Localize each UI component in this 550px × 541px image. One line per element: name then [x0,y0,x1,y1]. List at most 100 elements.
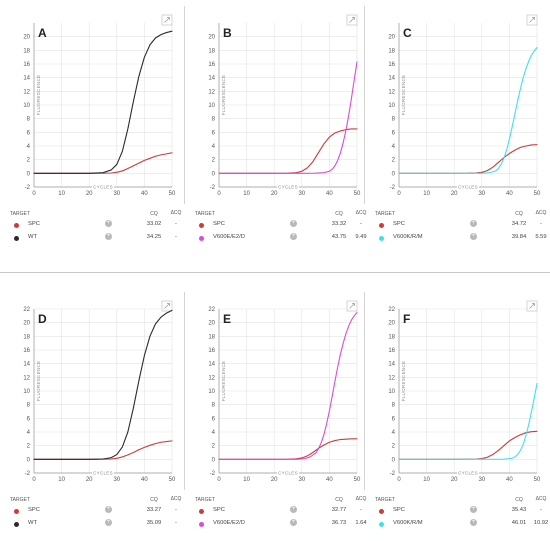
y-tick-label: 14 [208,362,215,368]
cq-value: 43.75 [331,234,347,240]
x-axis-title-bg [277,183,299,189]
expand-icon[interactable] [346,300,358,312]
series-line-spc [33,440,173,460]
expand-icon[interactable] [161,300,173,312]
info-icon[interactable]: + [105,233,112,240]
y-tick-label: 22 [208,307,215,313]
y-tick-label: 4 [392,144,396,150]
x-tick-label: 0 [32,477,36,483]
result-table: TARGET CQ ΔCQ SPC +33.32 - V600E/E2/D +43.75 9.4… [193,210,367,247]
target-name: SPC [213,507,225,513]
info-icon[interactable]: + [470,233,477,240]
y-axis-title: FLUORESCENCE [36,75,41,116]
cq-column-header: CQ [335,497,343,503]
expand-icon[interactable] [346,14,358,26]
x-axis-title: CYCLES [93,471,113,476]
x-tick-label: 40 [141,477,148,483]
table-row: SPC +34.72 - [373,220,542,234]
y-tick-label: 10 [388,389,395,395]
y-tick-label: 16 [208,62,215,68]
y-tick-label: 8 [212,117,216,123]
cq-value: 35.43 [511,507,527,513]
target-column-header: TARGET [195,211,215,217]
cq-value: 34.25 [146,234,162,240]
y-tick-label: 12 [23,89,30,95]
series-line-v600e [218,61,358,174]
x-tick-label: 30 [478,477,485,483]
column-divider [184,6,185,204]
delta-cq-column-header: ΔCQ [355,496,367,502]
cq-value: 33.02 [146,221,162,227]
y-tick-label: 18 [208,334,215,340]
y-tick-label: 0 [212,457,216,463]
info-icon[interactable]: + [105,220,112,227]
y-tick-label: 4 [27,430,31,436]
series-line-v600k [398,382,538,460]
y-tick-label: 12 [208,89,215,95]
y-axis-title: FLUORESCENCE [401,361,406,402]
table-row: WT +34.25 - [8,233,177,247]
y-tick-label: 16 [23,62,30,68]
cq-value: 32.77 [331,507,347,513]
y-tick-label: -2 [25,185,31,191]
x-tick-label: 50 [534,477,541,483]
table-row: SPC +33.27 - [8,506,177,520]
x-tick-label: 30 [113,191,120,197]
info-icon[interactable]: + [105,519,112,526]
y-tick-label: 2 [212,158,216,164]
table-header: TARGET CQ ΔCQ [193,496,366,507]
info-icon[interactable]: + [470,519,477,526]
delta-cq-column-header: ΔCQ [170,210,182,216]
info-icon[interactable]: + [470,220,477,227]
x-tick-label: 20 [271,477,278,483]
y-tick-label: 20 [208,321,215,327]
x-tick-label: 30 [298,191,305,197]
x-tick-label: 0 [217,191,221,197]
x-tick-label: 10 [58,191,65,197]
expand-icon[interactable] [161,14,173,26]
y-tick-label: 18 [23,334,30,340]
delta-cq-value: - [175,234,177,240]
target-column-header: TARGET [195,497,215,503]
y-tick-label: 16 [388,62,395,68]
panel-a: -2 0 2 4 6 8 10 12 14 16 18 20 0 10 20 30 40 50 FLUORESCEN… [4,5,181,255]
info-icon[interactable]: + [290,233,297,240]
y-tick-label: 6 [27,130,31,136]
series-line-spc [218,438,358,460]
y-tick-label: 8 [212,403,216,409]
delta-cq-value: 10.92 [533,520,549,526]
delta-cq-value: 5.59 [535,234,547,240]
y-tick-label: 14 [208,76,215,82]
info-icon[interactable]: + [105,506,112,513]
x-tick-label: 30 [113,477,120,483]
info-icon[interactable]: + [290,519,297,526]
panel-title: C [403,26,412,40]
expand-icon[interactable] [526,300,538,312]
target-column-header: TARGET [375,497,395,503]
info-icon[interactable]: + [290,220,297,227]
y-axis-title: FLUORESCENCE [221,75,226,116]
series-color-dot [14,236,19,241]
y-tick-label: 6 [392,130,396,136]
x-tick-label: 0 [397,477,401,483]
y-tick-label: 0 [212,171,216,177]
x-tick-label: 30 [478,191,485,197]
panel-title: B [223,26,232,40]
x-tick-label: 50 [354,477,361,483]
expand-icon[interactable] [526,14,538,26]
series-line-spc [33,152,173,174]
info-icon[interactable]: + [290,506,297,513]
y-tick-label: 18 [23,48,30,54]
y-tick-label: 8 [27,117,31,123]
y-tick-label: 8 [27,403,31,409]
delta-cq-value: 9.49 [355,234,367,240]
y-tick-label: 10 [208,103,215,109]
y-tick-label: -2 [390,185,396,191]
target-name: V600E/E2/D [213,234,245,240]
x-axis-title-bg [457,183,479,189]
info-icon[interactable]: + [470,506,477,513]
x-axis-title: CYCLES [458,471,478,476]
delta-cq-column-header: ΔCQ [355,210,367,216]
y-tick-label: 20 [23,35,30,41]
